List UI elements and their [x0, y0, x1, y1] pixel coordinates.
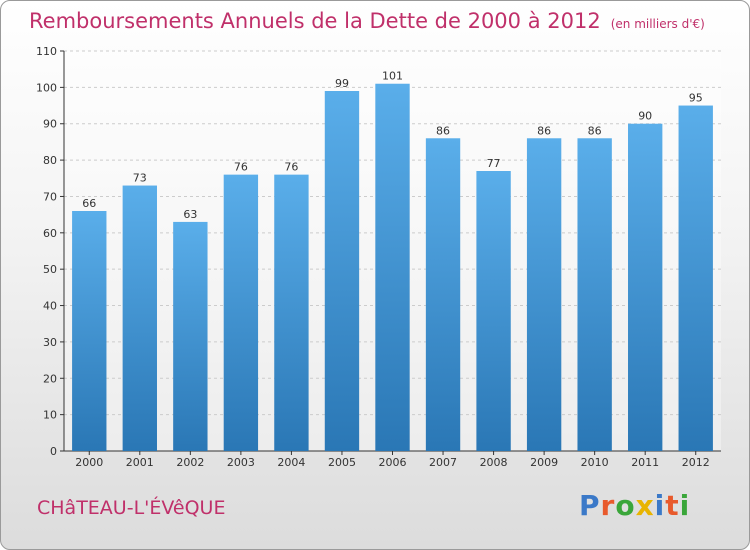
- data-label: 86: [436, 124, 450, 137]
- bar: [72, 211, 107, 451]
- x-tick-label: 2004: [277, 456, 305, 469]
- bar: [173, 221, 208, 451]
- data-label: 86: [588, 124, 602, 137]
- y-tick-label: 0: [50, 445, 57, 458]
- logo-letter: i: [679, 489, 691, 522]
- data-label: 73: [133, 172, 147, 185]
- y-tick-label: 70: [43, 190, 57, 203]
- logo-letter: r: [600, 489, 616, 522]
- x-tick-label: 2005: [328, 456, 356, 469]
- data-label: 77: [487, 157, 501, 170]
- x-tick-label: 2007: [429, 456, 457, 469]
- data-label: 90: [638, 110, 652, 123]
- x-tick-label: 2008: [480, 456, 508, 469]
- y-tick-label: 40: [43, 300, 57, 313]
- title-text: Remboursements Annuels de la Dette de 20…: [29, 9, 601, 33]
- bar: [678, 105, 713, 451]
- x-tick-label: 2001: [126, 456, 154, 469]
- chart-title: Remboursements Annuels de la Dette de 20…: [29, 9, 705, 33]
- y-tick-label: 110: [36, 45, 57, 58]
- y-tick-label: 20: [43, 372, 57, 385]
- data-label: 86: [537, 124, 551, 137]
- y-tick-label: 50: [43, 263, 57, 276]
- y-tick-label: 80: [43, 154, 57, 167]
- y-tick-label: 90: [43, 118, 57, 131]
- bar: [122, 185, 157, 451]
- logo-letter: o: [615, 489, 636, 522]
- x-tick-label: 2003: [227, 456, 255, 469]
- bar: [628, 123, 663, 452]
- bar: [375, 83, 410, 452]
- logo-letter: i: [654, 489, 666, 522]
- data-label: 66: [82, 197, 96, 210]
- x-tick-label: 2000: [75, 456, 103, 469]
- data-label: 76: [234, 161, 248, 174]
- title-unit: (en milliers d'€): [610, 17, 705, 31]
- data-label: 76: [284, 161, 298, 174]
- data-label: 95: [689, 92, 703, 105]
- data-label: 101: [382, 70, 403, 83]
- bar: [425, 138, 461, 452]
- y-tick-label: 30: [43, 336, 57, 349]
- bar: [476, 171, 511, 451]
- x-tick-label: 2012: [682, 456, 710, 469]
- logo-letter: x: [635, 489, 655, 522]
- bar: [324, 91, 360, 451]
- x-tick-label: 2011: [631, 456, 659, 469]
- bar: [526, 138, 562, 452]
- x-tick-label: 2010: [581, 456, 609, 469]
- commune-name: CHâTEAU-L'ÉVêQUE: [37, 497, 226, 519]
- x-tick-label: 2009: [530, 456, 558, 469]
- data-label: 99: [335, 77, 349, 90]
- proxiti-logo: Proxiti: [579, 489, 690, 522]
- bar: [274, 174, 309, 452]
- x-tick-label: 2002: [176, 456, 204, 469]
- y-tick-label: 10: [43, 409, 57, 422]
- bar: [577, 138, 612, 452]
- data-label: 63: [183, 208, 197, 221]
- logo-letter: t: [665, 489, 680, 522]
- x-tick-label: 2006: [379, 456, 407, 469]
- bar: [223, 174, 259, 452]
- y-tick-label: 60: [43, 227, 57, 240]
- y-tick-label: 100: [36, 81, 57, 94]
- logo-letter: P: [579, 489, 601, 522]
